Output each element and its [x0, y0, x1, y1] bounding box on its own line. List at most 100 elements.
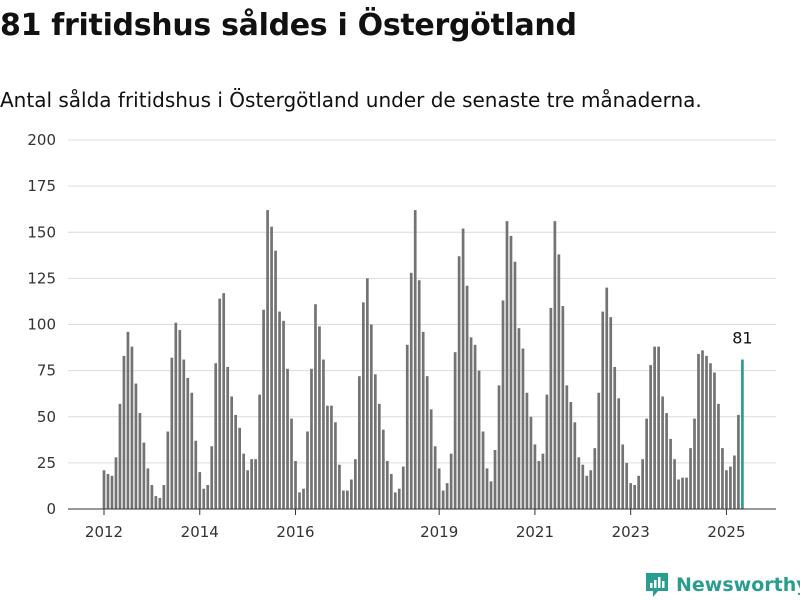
- bar: [114, 457, 118, 509]
- bar: [334, 422, 337, 509]
- bar: [533, 444, 537, 509]
- bar: [557, 254, 561, 509]
- bar: [222, 293, 226, 509]
- bar: [701, 350, 704, 509]
- bar: [198, 472, 202, 509]
- bar: [142, 442, 146, 509]
- newsworthy-logo-icon: [646, 573, 668, 597]
- bar: [226, 366, 230, 509]
- bar: [110, 475, 114, 509]
- bar: [641, 459, 644, 509]
- bar: [485, 468, 489, 509]
- bar: [409, 272, 413, 509]
- bar: [561, 306, 565, 509]
- bar: [421, 331, 425, 509]
- bar: [266, 210, 269, 510]
- bar: [250, 459, 253, 509]
- bar: [661, 396, 664, 509]
- bar: [102, 470, 106, 509]
- bar: [493, 449, 497, 509]
- bar: [437, 468, 441, 509]
- y-tick-label: 0: [46, 500, 56, 518]
- bar: [118, 403, 122, 509]
- bar: [445, 483, 449, 509]
- bar: [629, 483, 633, 509]
- bar: [517, 328, 521, 509]
- bar: [282, 320, 285, 509]
- y-tick-label: 175: [27, 177, 56, 195]
- bar: [154, 496, 158, 509]
- bar: [134, 383, 138, 509]
- bar: [589, 470, 593, 509]
- bar: [397, 488, 401, 509]
- y-tick-label: 75: [37, 362, 56, 380]
- bar: [166, 431, 170, 509]
- bar: [653, 346, 656, 509]
- bar: [214, 363, 218, 509]
- bar: [685, 477, 688, 509]
- bar: [737, 414, 740, 509]
- bar: [254, 459, 257, 509]
- bar: [194, 440, 198, 509]
- bar: [497, 385, 501, 509]
- bar: [725, 470, 728, 509]
- y-tick-label: 150: [27, 223, 56, 241]
- bar: [262, 309, 265, 509]
- bar: [717, 403, 720, 509]
- y-tick-label: 200: [27, 131, 56, 149]
- bar: [314, 304, 317, 509]
- bar-highlight: [741, 359, 744, 509]
- bar: [326, 405, 329, 509]
- highlight-value-label: 81: [732, 329, 752, 348]
- bar: [178, 330, 182, 509]
- bar: [477, 370, 481, 510]
- bar: [509, 235, 513, 509]
- bar: [210, 446, 214, 509]
- bar: [669, 438, 672, 509]
- bar: [645, 418, 648, 509]
- bar: [585, 475, 589, 509]
- bar: [130, 346, 134, 509]
- bar: [310, 368, 313, 509]
- bar: [174, 322, 178, 509]
- x-tick-label: 2016: [276, 523, 314, 541]
- bar: [733, 455, 736, 509]
- bar: [505, 221, 509, 509]
- bar: [413, 210, 417, 510]
- bar: [186, 378, 190, 509]
- bar: [202, 488, 206, 509]
- bar: [705, 355, 708, 509]
- bar: [302, 488, 305, 509]
- bar: [429, 409, 433, 509]
- bar: [529, 416, 533, 509]
- bar: [449, 453, 453, 509]
- bar: [693, 418, 696, 509]
- bar: [481, 431, 485, 509]
- x-tick-label: 2021: [516, 523, 554, 541]
- bar: [605, 287, 609, 509]
- newsworthy-logo-text: Newsworthy: [676, 574, 800, 596]
- bar: [122, 355, 126, 509]
- bar: [617, 398, 621, 509]
- bar: [393, 492, 397, 509]
- bar: [609, 317, 613, 509]
- bars: [102, 210, 744, 510]
- bar: [433, 446, 437, 509]
- bar: [633, 485, 637, 509]
- bar: [150, 485, 154, 509]
- bar: [621, 444, 625, 509]
- y-axis-labels: 0 25 50 75 100 125 150 175 200: [27, 131, 56, 518]
- bar: [573, 422, 577, 509]
- x-tick-label: 2023: [612, 523, 650, 541]
- bar: [318, 326, 321, 509]
- bar: [146, 468, 150, 509]
- bar: [373, 374, 377, 509]
- bar: [350, 479, 353, 509]
- chart-title: 81 fritidshus såldes i Östergötland: [0, 8, 577, 43]
- bar: [637, 475, 641, 509]
- bar: [549, 307, 553, 509]
- bar: [381, 429, 385, 509]
- bar: [721, 448, 724, 509]
- bar: [545, 394, 549, 509]
